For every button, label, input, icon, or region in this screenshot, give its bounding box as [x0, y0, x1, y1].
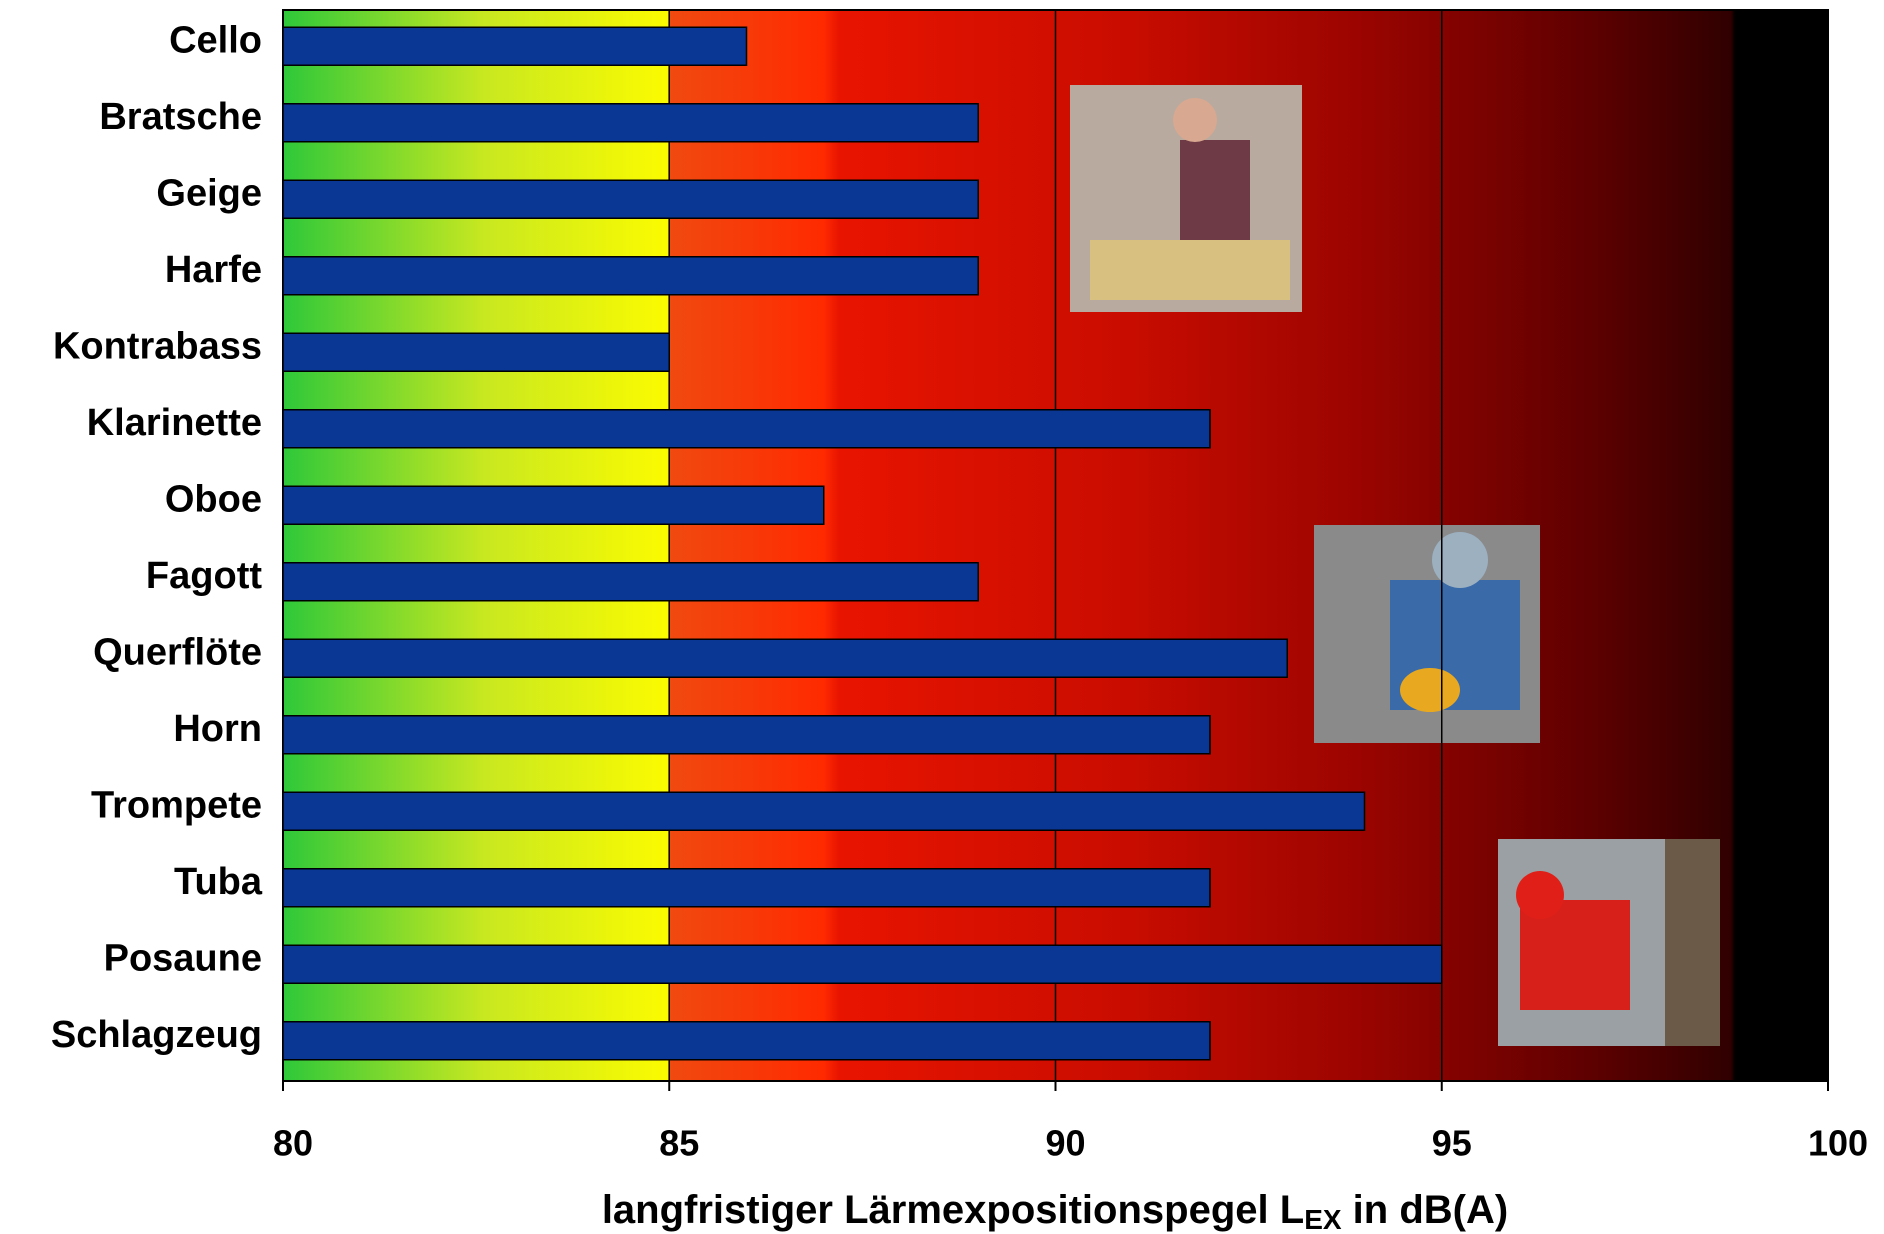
x-tick-label: 100 — [1808, 1123, 1868, 1164]
x-axis-label-sub: EX — [1304, 1204, 1342, 1234]
x-tick-label: 90 — [1045, 1123, 1085, 1164]
y-tick-label: Harfe — [165, 249, 262, 291]
x-tick-label: 85 — [659, 1123, 699, 1164]
bar — [282, 26, 748, 66]
y-tick-label: Fagott — [146, 555, 262, 597]
y-tick-label: Cello — [169, 19, 262, 61]
bar — [282, 485, 825, 525]
bar — [282, 791, 1366, 831]
bar — [282, 944, 1443, 984]
x-axis-label: langfristiger Lärmexpositionspegel LEX i… — [602, 1188, 1508, 1234]
bar — [282, 332, 670, 372]
x-axis-label-main: langfristiger Lärmexpositionspegel L — [602, 1188, 1304, 1232]
bar — [282, 638, 1288, 678]
y-tick-label: Klarinette — [87, 402, 262, 444]
photo — [1070, 85, 1302, 312]
y-tick-label: Tuba — [174, 861, 263, 903]
bar — [282, 103, 979, 143]
y-tick-label: Posaune — [104, 937, 262, 979]
y-tick-label: Bratsche — [99, 96, 262, 138]
y-tick-label: Querflöte — [93, 631, 262, 673]
bar — [282, 409, 1211, 449]
bar — [282, 562, 979, 602]
y-tick-label: Schlagzeug — [51, 1014, 262, 1056]
x-tick-label: 95 — [1432, 1123, 1472, 1164]
x-tick-label: 80 — [273, 1123, 313, 1164]
bar — [282, 715, 1211, 755]
bar — [282, 868, 1211, 908]
x-axis-label-rest: in dB(A) — [1342, 1188, 1509, 1232]
bar — [282, 1021, 1211, 1061]
bar — [282, 179, 979, 219]
y-tick-label: Kontrabass — [53, 325, 262, 367]
y-tick-label: Oboe — [165, 478, 262, 520]
y-tick-label: Horn — [173, 708, 262, 750]
bar — [282, 256, 979, 296]
photo — [1498, 839, 1720, 1046]
y-tick-label: Geige — [156, 172, 262, 214]
y-tick-label: Trompete — [91, 784, 262, 826]
photo — [1314, 525, 1540, 743]
